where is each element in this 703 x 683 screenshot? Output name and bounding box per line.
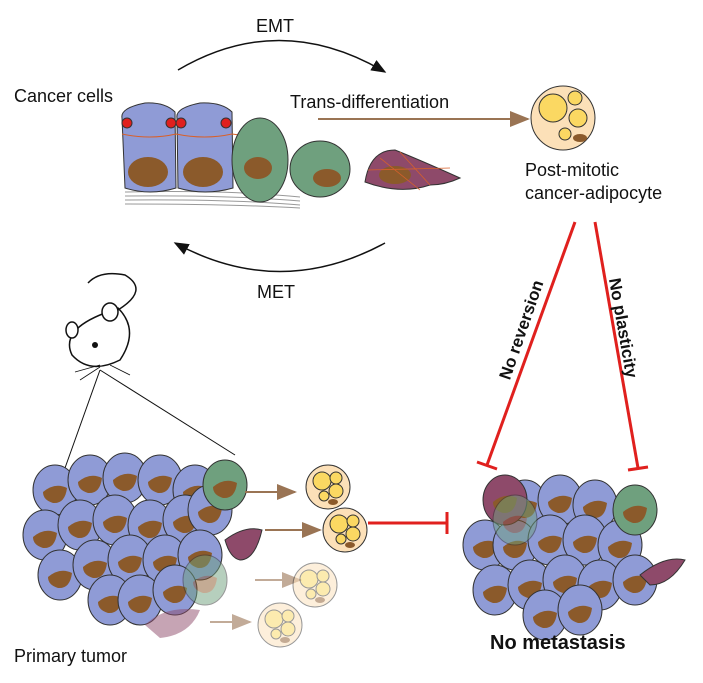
migratory-cell [639,558,686,586]
tumor-cell [37,549,83,601]
cancer-adipocyte [305,464,351,510]
mesenchymal-cell [231,117,289,203]
migratory-cell [364,149,462,191]
post-mitotic-label: Post-mitotic [525,160,620,180]
tumor-cell [557,584,603,636]
zoom-line [99,369,236,456]
emt-arrow [177,39,387,73]
zoom-line [64,369,101,469]
tumor-adipocytes [257,464,368,648]
inhibition-lines [368,221,649,534]
cancer-adipocyte-label: cancer-adipocyte [525,183,663,203]
primary-tumor-label: Primary tumor [14,646,128,666]
metastasis-cluster [462,474,686,641]
tumor-cell [527,514,573,566]
epithelial-cell [176,102,234,193]
transdifferentiation-arrows [210,484,322,630]
tumor-cell [22,509,68,561]
tumor-cell [612,484,658,536]
junction-proteins [121,117,232,129]
migratory-cell [224,528,263,561]
primary-tumor-cluster [22,452,263,638]
emt-label: EMT [256,16,294,36]
tumor-cell [32,464,78,516]
mouse-icon [65,272,137,381]
no-metastasis-label: No metastasis [490,632,626,654]
epithelial-cell [121,102,177,193]
tumor-cell [182,554,228,606]
cancer-adipocyte [322,507,368,553]
tumor-cell [612,554,658,606]
cancer-adipocyte [530,85,596,151]
cancer-cells-label: Cancer cells [14,86,114,106]
mesenchymal-cell [289,140,351,198]
cancer-adipocyte [292,562,338,608]
tumor-cell [472,564,518,616]
trans-differentiation-label: Trans-differentiation [290,92,450,112]
tumor-cell [57,499,103,551]
cancer-adipocyte [257,602,303,648]
met-arrow [173,242,386,273]
migratory-cell [145,609,200,638]
tumor-cell [202,459,248,511]
tumor-cell [562,514,608,566]
tumor-cell [522,589,568,641]
tumor-cell [102,452,148,504]
tumor-cell [492,494,538,546]
met-label: MET [257,282,295,302]
